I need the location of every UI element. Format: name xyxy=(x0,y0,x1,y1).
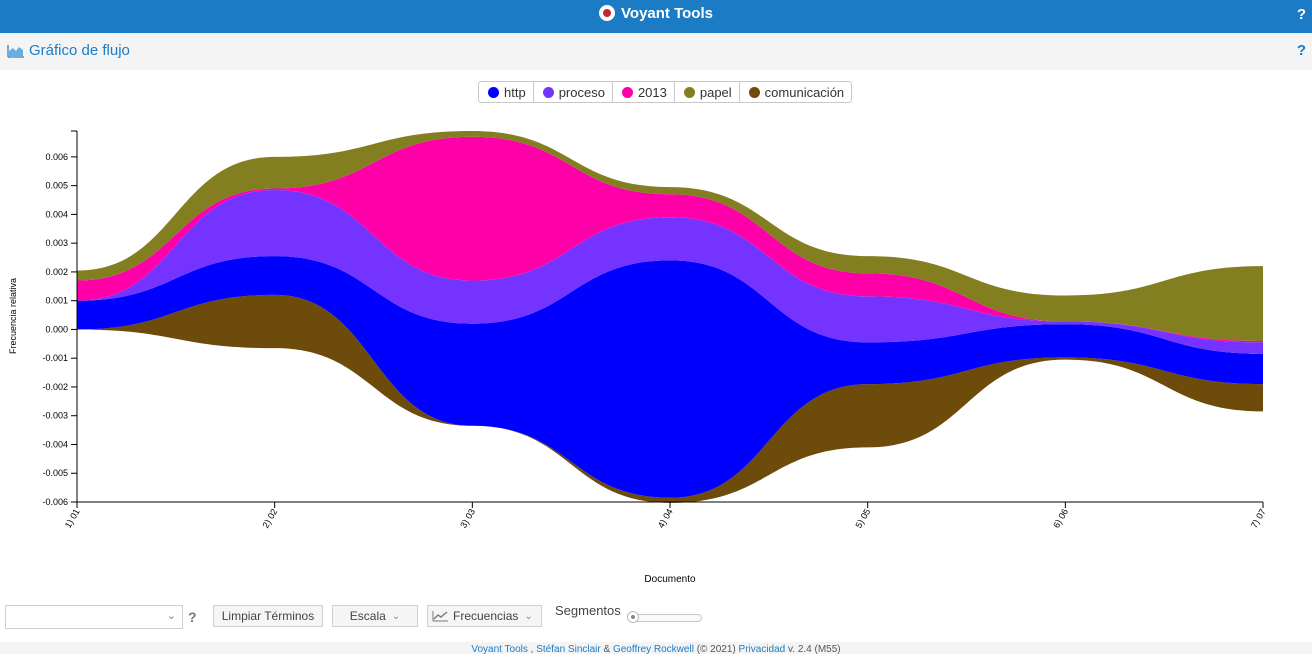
x-tick-label: 6) 06 xyxy=(1051,507,1070,530)
legend-item-papel[interactable]: papel xyxy=(675,82,740,102)
legend-label: papel xyxy=(699,84,732,100)
footer-author1-link[interactable]: Stéfan Sinclair xyxy=(536,644,601,655)
legend-item-2013[interactable]: 2013 xyxy=(613,82,675,102)
app-title-text: Voyant Tools xyxy=(621,5,713,22)
stream-papel[interactable] xyxy=(77,131,1263,341)
app-help-icon[interactable]: ? xyxy=(1296,6,1306,23)
stream-http[interactable] xyxy=(77,256,1263,498)
x-axis-label: Documento xyxy=(644,574,696,585)
stream-2013[interactable] xyxy=(77,136,1263,343)
x-tick-label: 7) 07 xyxy=(1249,507,1268,530)
legend-item-proceso[interactable]: proceso xyxy=(534,82,613,102)
y-tick-label: -0.002 xyxy=(42,382,68,392)
chevron-down-icon: ⌄ xyxy=(524,610,533,622)
y-axis-label: Frecuencia relativa xyxy=(8,278,18,354)
chevron-down-icon: ⌄ xyxy=(391,610,401,622)
y-tick-label: 0.001 xyxy=(45,296,68,306)
legend-item-http[interactable]: http xyxy=(479,82,534,102)
frequencies-button[interactable]: Frecuencias ⌄ xyxy=(427,605,542,627)
scale-button[interactable]: Escala ⌄ xyxy=(332,605,418,627)
y-tick-label: -0.005 xyxy=(42,468,68,478)
stream-comunicacion[interactable] xyxy=(77,294,1263,503)
y-tick-label: -0.006 xyxy=(42,497,68,507)
scale-label: Escala xyxy=(349,609,386,623)
app-header: Voyant Tools ? xyxy=(0,0,1312,33)
bottom-toolbar: ⌄ ? Limpiar Términos Escala ⌄ Frecuencias… xyxy=(0,600,1312,642)
y-tick-label: 0.006 xyxy=(45,152,68,162)
panel-help-icon[interactable]: ? xyxy=(1296,42,1306,59)
streamgraph-chart: 0.006 0.005 0.004 0.003 0.002 0.001 0.000 -0.00… xyxy=(8,130,1268,585)
x-tick-label: 4) 04 xyxy=(656,507,675,530)
x-tick-label: 1) 01 xyxy=(63,507,82,530)
term-help-icon[interactable]: ? xyxy=(188,609,197,625)
clear-terms-button[interactable]: Limpiar Términos xyxy=(213,605,323,627)
legend-swatch xyxy=(683,86,695,98)
legend-swatch xyxy=(488,86,499,98)
app-title: Voyant Tools xyxy=(0,5,1312,22)
y-tick-label: 0.005 xyxy=(45,181,68,191)
footer-app-link[interactable]: Voyant Tools xyxy=(471,644,528,655)
footer: Voyant Tools , Stéfan Sinclair & Geoffre… xyxy=(0,642,1312,655)
chart-legend: http proceso 2013 papel comunicación xyxy=(478,81,853,103)
y-tick-label: -0.004 xyxy=(42,439,68,449)
y-tick-label: -0.001 xyxy=(42,353,68,363)
x-tick-label: 3) 03 xyxy=(458,507,477,530)
segments-slider[interactable] xyxy=(627,611,702,623)
x-tick-label: 5) 05 xyxy=(853,507,872,530)
y-tick-label: 0.003 xyxy=(45,238,68,248)
y-tick-label: -0.003 xyxy=(42,411,68,421)
footer-text: v. 2.4 (M55) xyxy=(785,644,841,655)
chevron-down-icon: ⌄ xyxy=(166,610,176,622)
panel-header: Gráfico de flujo ? xyxy=(0,33,1312,70)
y-tick-label: 0.000 xyxy=(45,324,68,334)
legend-swatch xyxy=(748,86,760,98)
footer-privacy-link[interactable]: Privacidad xyxy=(738,644,786,655)
y-tick-label: 0.004 xyxy=(45,209,68,219)
footer-text: & xyxy=(600,644,613,655)
x-tick-label: 2) 02 xyxy=(260,507,279,530)
voyant-logo-icon xyxy=(599,5,616,21)
legend-label: comunicación xyxy=(764,84,845,100)
legend-label: proceso xyxy=(558,84,605,100)
term-search-combo[interactable]: ⌄ xyxy=(5,605,183,629)
legend-swatch xyxy=(542,86,554,98)
footer-text: (© 2021) xyxy=(693,644,739,655)
legend-swatch xyxy=(621,86,633,98)
area-chart-icon xyxy=(7,45,24,58)
panel-title: Gráfico de flujo xyxy=(29,42,130,59)
legend-item-comunicacion[interactable]: comunicación xyxy=(740,82,852,102)
slider-handle[interactable] xyxy=(627,611,639,623)
legend-label: http xyxy=(504,84,526,100)
line-chart-icon xyxy=(432,611,448,622)
footer-author2-link[interactable]: Geoffrey Rockwell xyxy=(612,644,694,655)
segments-label: Segmentos xyxy=(555,603,621,618)
clear-terms-label: Limpiar Términos xyxy=(221,609,315,623)
legend-label: 2013 xyxy=(637,84,667,100)
footer-text: , xyxy=(527,644,537,655)
y-tick-label: 0.002 xyxy=(45,267,68,277)
frequencies-label: Frecuencias xyxy=(453,609,519,623)
stream-proceso[interactable] xyxy=(77,189,1263,354)
